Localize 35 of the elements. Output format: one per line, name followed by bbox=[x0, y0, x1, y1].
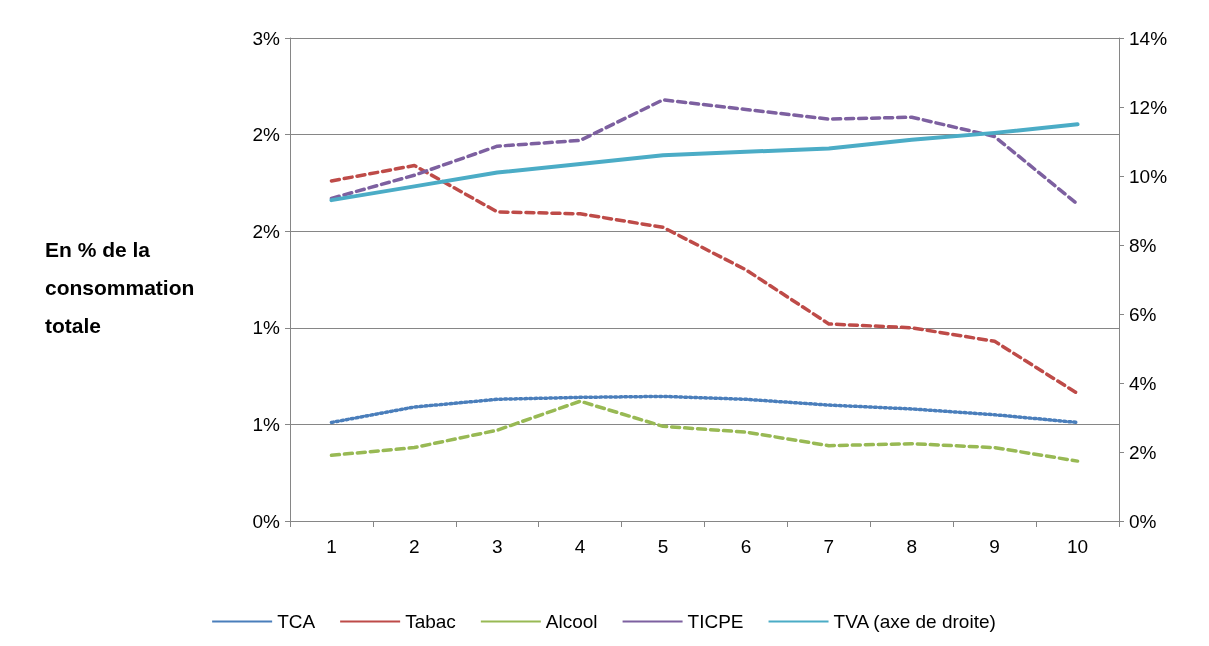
y-tick-label: 2% bbox=[252, 124, 281, 146]
x-tick-label: 2 bbox=[409, 536, 420, 557]
x-tick-label: 9 bbox=[989, 536, 1000, 557]
line-series bbox=[329, 98, 1080, 206]
legend-label: TICPE bbox=[687, 611, 744, 632]
x-tick-label: 3 bbox=[491, 536, 503, 557]
y2-tick-label: 8% bbox=[1129, 234, 1157, 256]
y2-tick-label: 10% bbox=[1129, 165, 1168, 187]
line-series bbox=[329, 122, 1080, 203]
legend-label: Tabac bbox=[405, 611, 456, 632]
x-tick-label: 10 bbox=[1066, 536, 1089, 557]
y-axis-title: En % de la consommation totale bbox=[45, 237, 201, 337]
y2-tick-label: 2% bbox=[1129, 441, 1157, 463]
y-tick-label: 1% bbox=[252, 413, 281, 435]
y-tick-label: 2% bbox=[252, 220, 281, 242]
y2-tick-label: 0% bbox=[1129, 510, 1157, 532]
line-series bbox=[329, 163, 1080, 396]
x-tick-label: 7 bbox=[823, 536, 835, 557]
y-tick-label: 3% bbox=[252, 27, 281, 49]
x-tick-label: 1 bbox=[326, 536, 337, 557]
y2-tick-label: 12% bbox=[1129, 96, 1168, 118]
y2-tick-label: 4% bbox=[1129, 372, 1157, 394]
legend-label: TCA bbox=[277, 611, 316, 632]
x-tick-label: 5 bbox=[657, 536, 669, 557]
line-series bbox=[329, 394, 1080, 425]
x-tick-label: 4 bbox=[574, 536, 586, 557]
y2-tick-label: 14% bbox=[1129, 27, 1168, 49]
legend-label: TVA (axe de droite) bbox=[833, 611, 996, 632]
x-tick-label: 6 bbox=[740, 536, 752, 557]
legend-label: Alcool bbox=[545, 611, 598, 632]
y-tick-label: 1% bbox=[252, 317, 281, 339]
y-tick-label: 0% bbox=[252, 510, 281, 532]
x-tick-label: 8 bbox=[906, 536, 918, 557]
line-series bbox=[329, 399, 1080, 463]
y2-tick-label: 6% bbox=[1129, 303, 1157, 325]
